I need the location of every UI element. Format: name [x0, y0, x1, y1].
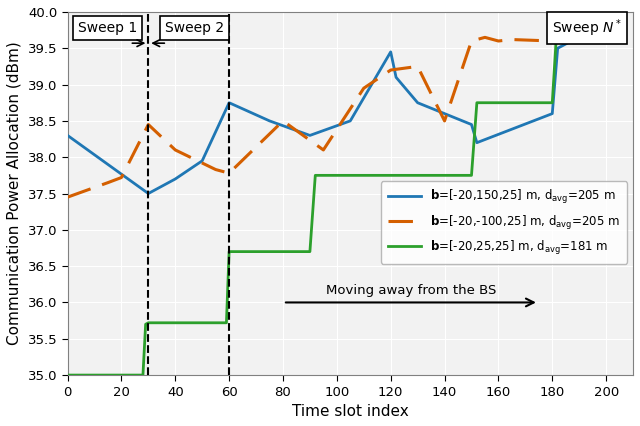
- Legend: $\mathbf{b}$=[-20,150,25] m, d$_{\rm avg}$=205 m, $\mathbf{b}$=[-20,-100,25] m, : $\mathbf{b}$=[-20,150,25] m, d$_{\rm avg…: [381, 181, 627, 264]
- Text: Sweep 2: Sweep 2: [164, 21, 223, 35]
- Text: Sweep 1: Sweep 1: [78, 21, 138, 35]
- X-axis label: Time slot index: Time slot index: [292, 404, 409, 419]
- Text: Sweep $N^*$: Sweep $N^*$: [552, 17, 622, 39]
- Text: Moving away from the BS: Moving away from the BS: [326, 284, 496, 296]
- Y-axis label: Communication Power Allocation (dBm): Communication Power Allocation (dBm): [7, 42, 22, 345]
